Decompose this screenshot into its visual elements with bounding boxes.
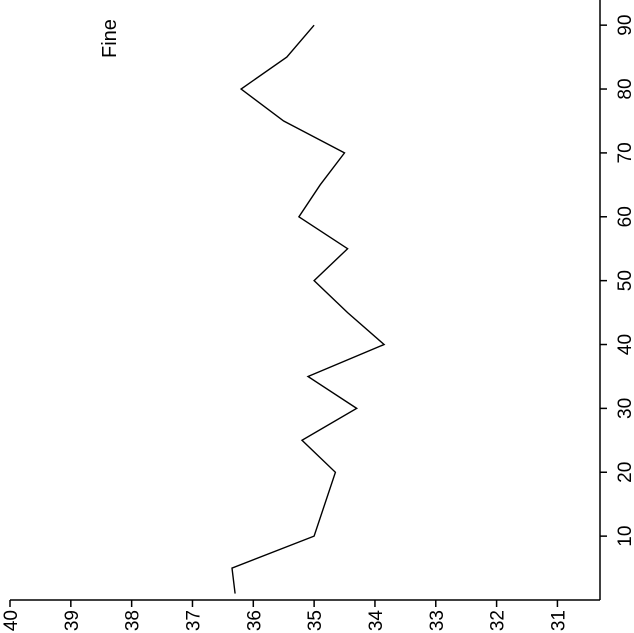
value-tick-label: 31 <box>548 610 569 631</box>
axis-ticks <box>9 24 607 607</box>
axis-tick-labels: 40 39 38 37 36 35 34 33 32 31 10 20 30 40 50 60 70 80 90 <box>1 15 634 632</box>
index-tick-label: 80 <box>615 78 634 99</box>
index-tick-label: 60 <box>615 206 634 227</box>
index-tick-label: 40 <box>615 334 634 355</box>
value-tick-label: 36 <box>244 610 265 631</box>
value-tick-label: 40 <box>1 610 22 631</box>
value-tick-label: 39 <box>62 610 83 631</box>
index-tick-label: 50 <box>615 270 634 291</box>
value-tick-label: 38 <box>123 610 144 631</box>
value-tick-label: 37 <box>183 610 204 631</box>
chart-title-partial: Fine <box>99 19 121 58</box>
index-tick-label: 10 <box>615 526 634 547</box>
index-tick-label: 70 <box>615 142 634 163</box>
index-tick-label: 30 <box>615 398 634 419</box>
value-tick-label: 32 <box>488 610 509 631</box>
value-tick-label: 35 <box>305 610 326 631</box>
data-series <box>231 24 386 594</box>
value-tick-label: 33 <box>427 610 448 631</box>
series-line <box>231 24 386 594</box>
index-tick-label: 20 <box>615 462 634 483</box>
value-tick-label: 34 <box>366 610 387 632</box>
index-tick-label: 90 <box>615 15 634 36</box>
